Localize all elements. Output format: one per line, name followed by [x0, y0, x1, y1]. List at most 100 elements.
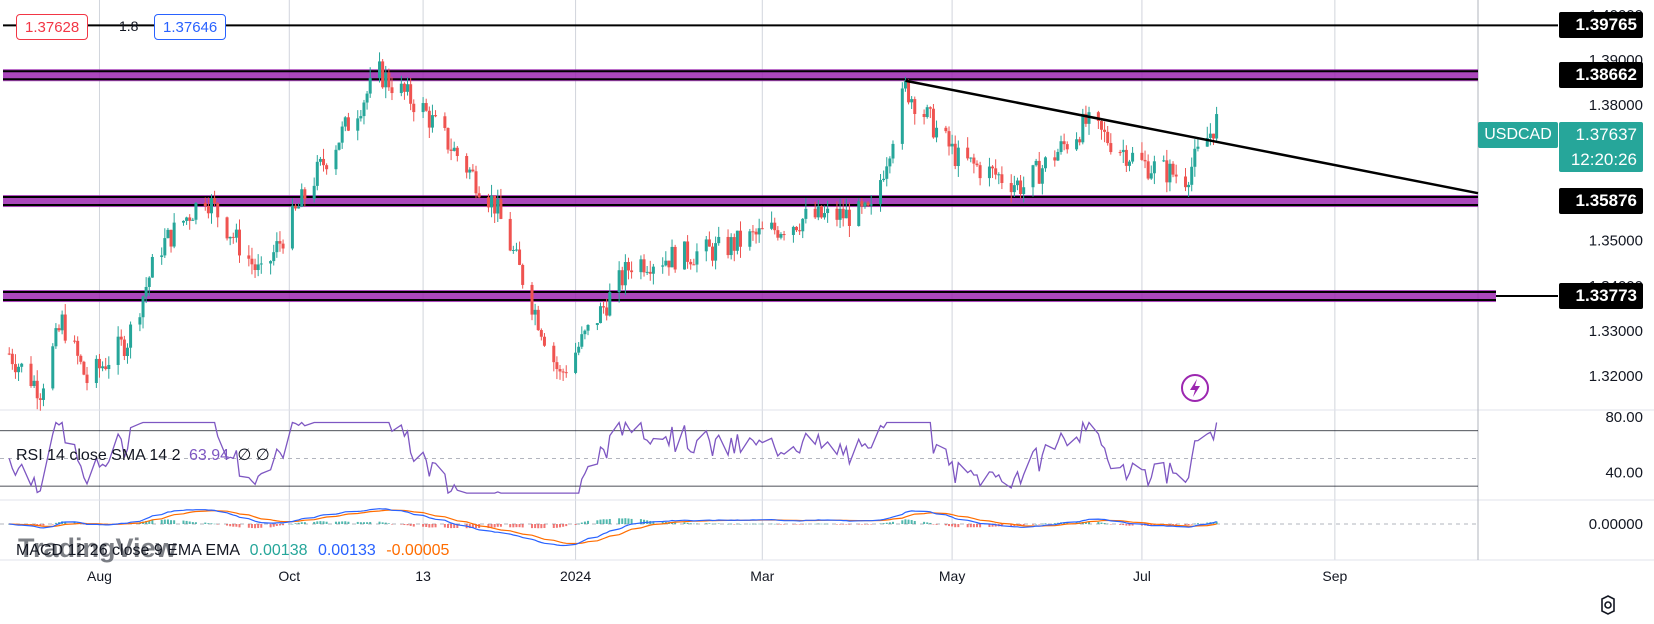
macd-histogram-bar	[966, 524, 969, 528]
horizontal-levels[interactable]	[3, 24, 1558, 303]
candle-body	[536, 309, 540, 331]
candle-body	[710, 246, 714, 261]
macd-histogram-bar	[369, 521, 372, 524]
candle-body	[779, 234, 783, 238]
macd-histogram-bar	[434, 524, 437, 528]
candle-body	[564, 372, 568, 374]
macd-histogram-bar	[804, 523, 807, 525]
candle-body	[598, 306, 602, 324]
trendline-layer[interactable]	[905, 79, 1479, 195]
candle-body	[63, 314, 67, 341]
macd-histogram-bar	[412, 524, 415, 527]
macd-histogram-bar	[257, 524, 260, 529]
macd-histogram-bar	[387, 523, 390, 524]
ask-price-badge[interactable]: 1.37646	[154, 14, 227, 40]
macd-histogram-bar	[779, 524, 782, 525]
candle-body	[991, 166, 995, 169]
macd-histogram-bar	[207, 523, 210, 524]
candle-body	[661, 265, 665, 267]
candle-body	[910, 99, 914, 103]
macd-histogram-bar	[969, 524, 972, 528]
macd-histogram-bar	[145, 520, 148, 524]
candle-body	[813, 208, 817, 218]
macd-histogram-bar	[1175, 524, 1178, 525]
macd-histogram-bar	[580, 522, 583, 524]
macd-histogram-bar	[661, 521, 664, 524]
macd-histogram-bar	[770, 523, 773, 525]
candle-body	[826, 208, 830, 214]
candle-body	[213, 198, 217, 204]
macd-histogram-bar	[543, 524, 546, 529]
macd-histogram-bar	[490, 524, 493, 528]
macd-histogram-bar	[1109, 524, 1112, 525]
rsi-legend-title: RSI 14 close SMA 14 2	[16, 447, 181, 464]
candle-body	[318, 158, 322, 162]
candle-body	[695, 251, 699, 265]
candle-body	[972, 157, 976, 164]
candle-body	[1205, 137, 1209, 147]
macd-histogram-bar	[188, 521, 191, 524]
candle-body	[191, 219, 195, 221]
candle-body	[574, 352, 578, 373]
rsi-extra: ∅ ∅	[237, 447, 270, 464]
macd-histogram-bar	[627, 518, 630, 524]
candle-body	[57, 328, 61, 331]
macd-pane	[0, 508, 1478, 547]
macd-histogram-bar	[316, 521, 319, 524]
macd-histogram-bar	[64, 521, 67, 524]
macd-histogram-bar	[801, 524, 804, 525]
macd-histogram-bar	[254, 524, 257, 529]
y-tick-label: 1.33000	[1589, 323, 1643, 340]
last-price: 1.37637	[1575, 125, 1637, 144]
macd-histogram-bar	[1128, 524, 1131, 526]
candle-body	[322, 158, 326, 166]
candle-body	[1118, 152, 1122, 154]
macd-histogram-bar	[443, 524, 446, 528]
candle-body	[664, 260, 668, 266]
candle-body	[1000, 174, 1004, 184]
candle-body	[337, 142, 341, 150]
gear-icon[interactable]	[1596, 593, 1620, 617]
rsi-pane	[0, 420, 1478, 495]
x-tick-label: Jul	[1133, 568, 1151, 584]
macd-histogram-bar	[717, 523, 720, 524]
descending-trendline[interactable]	[905, 79, 1479, 195]
macd-histogram-bar	[979, 524, 982, 528]
macd-histogram-bar	[773, 523, 776, 525]
bid-price-badge[interactable]: 1.37628	[16, 14, 89, 40]
macd-histogram-bar	[194, 522, 197, 524]
macd-histogram-bar	[431, 524, 434, 528]
candle-body	[73, 340, 77, 342]
candle-body	[791, 226, 795, 235]
macd-histogram-bar	[907, 519, 910, 524]
candle-body	[891, 143, 895, 159]
candle-body	[1065, 144, 1069, 150]
candle-body	[1043, 157, 1047, 169]
x-tick-label: Sep	[1322, 568, 1347, 584]
macd-histogram-bar	[359, 522, 362, 524]
macd-histogram-bar	[823, 523, 826, 525]
macd-histogram-bar	[1103, 523, 1106, 524]
candle-body	[1106, 131, 1110, 144]
macd-histogram-bar	[608, 518, 611, 524]
macd-legend[interactable]: MACD 12 26 close 9 EMA EMA 0.00138 0.001…	[16, 542, 449, 560]
candle-body	[1009, 183, 1013, 193]
macd-histogram-bar	[1125, 524, 1128, 526]
candle-body	[1099, 120, 1103, 130]
candle-body	[900, 88, 904, 144]
macd-histogram-bar	[596, 520, 599, 524]
macd-histogram-bar	[621, 518, 624, 524]
macd-histogram-bar	[891, 521, 894, 524]
rsi-legend[interactable]: RSI 14 close SMA 14 2 63.94 ∅ ∅	[16, 445, 270, 465]
candle-body	[122, 339, 126, 357]
candle-body	[1040, 168, 1044, 184]
candle-body	[474, 171, 478, 194]
candle-body	[605, 307, 609, 316]
candle-body	[297, 206, 301, 209]
candle-body	[801, 218, 805, 232]
symbol-tag: USDCAD	[1478, 122, 1558, 148]
candle-body	[907, 80, 911, 103]
rsi-value: 63.94	[188, 447, 230, 464]
candle-body	[60, 314, 64, 331]
